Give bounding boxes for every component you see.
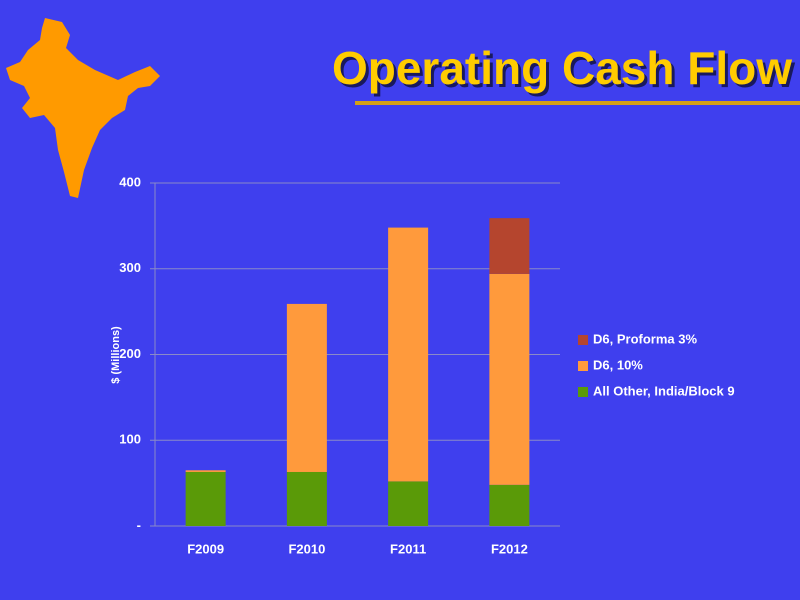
chart-title: Operating Cash Flow [332, 42, 792, 94]
bar-segment [388, 227, 429, 482]
bar-segment [489, 273, 530, 485]
legend-swatch [578, 387, 588, 397]
legend-swatch [578, 361, 588, 371]
india-map [6, 18, 160, 198]
legend-label: All Other, India/Block 9 [593, 383, 735, 398]
bar-segment [286, 471, 327, 526]
y-tick-label: 300 [119, 260, 141, 275]
bar-segment [185, 470, 226, 472]
legend-label: D6, 10% [593, 357, 643, 372]
bar-segment [388, 481, 429, 526]
bar-segment [185, 471, 226, 526]
y-tick-label: 200 [119, 346, 141, 361]
bar-segment [286, 303, 327, 472]
x-tick-label: F2011 [390, 541, 426, 556]
y-axis-label: $ (Millions) [110, 326, 122, 384]
y-tick-label: 400 [119, 174, 141, 189]
title-shadow: Operating Cash Flow [335, 45, 795, 97]
legend-label: D6, Proforma 3% [593, 331, 697, 346]
legend-swatch [578, 335, 588, 345]
bar-segment [489, 484, 530, 526]
y-tick-label: 100 [119, 432, 141, 447]
x-tick-label: F2009 [187, 541, 224, 556]
bar-segment [489, 218, 530, 274]
y-tick-label: - [137, 517, 141, 532]
x-tick-label: F2010 [288, 541, 325, 556]
x-tick-label: F2012 [491, 541, 528, 556]
